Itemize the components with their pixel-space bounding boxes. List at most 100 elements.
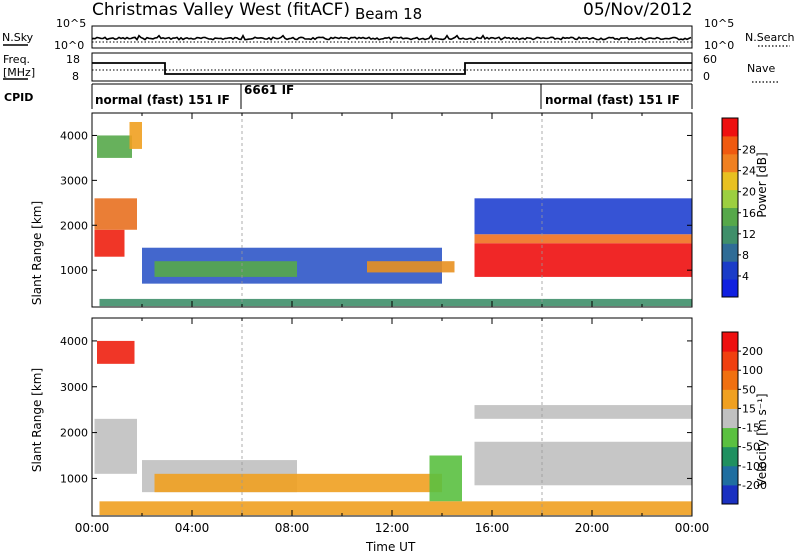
power-colorbar-swatch-7 — [722, 171, 738, 191]
x-tick-5: 16:00 — [475, 521, 510, 535]
velocity-colorbar-tick-1: 200 — [742, 345, 763, 358]
velocity-colorbar-swatch-8 — [722, 351, 738, 371]
velocity-colorbar: 200 100 50 15 -15 -50 -100 -200 — [721, 331, 767, 505]
power-colorbar-swatch-5 — [722, 207, 738, 226]
beam-label: Beam 18 — [355, 5, 422, 23]
noise-search-label: N.Search — [745, 31, 795, 44]
noise-ytick-top-right: 10^5 — [704, 17, 734, 30]
power-region-4 — [129, 121, 142, 149]
power-colorbar-tick-7: 28 — [742, 144, 756, 157]
velocity-colorbar-tick-7: -100 — [742, 460, 767, 473]
velocity-colorbar-tick-3: 50 — [742, 383, 756, 396]
freq-tick-top: 18 — [66, 53, 80, 66]
x-tick-1: 00:00 — [75, 521, 110, 535]
power-ytick-4: 4000 — [60, 129, 88, 142]
velocity-ytick-2: 2000 — [60, 427, 88, 440]
x-tick-2: 04:00 — [175, 521, 210, 535]
power-region-2 — [94, 198, 137, 230]
x-tick-3: 08:00 — [275, 521, 310, 535]
power-colorbar-swatch-6 — [722, 189, 738, 208]
velocity-colorbar-swatch-2 — [722, 465, 738, 486]
freq-tick-bottom: 8 — [72, 70, 79, 83]
velocity-colorbar-swatch-5 — [722, 408, 738, 429]
frequency-panel: Freq. [MHz] 18 8 60 0 Nave — [3, 52, 778, 83]
velocity-colorbar-tick-5: -15 — [742, 422, 760, 435]
nave-label: Nave — [747, 62, 775, 75]
noise-ytick-bottom: 10^0 — [54, 39, 84, 52]
cpid-row: CPID normal (fast) 151 IF 6661 IF normal… — [4, 83, 693, 109]
power-region-6 — [154, 261, 297, 277]
nave-tick-bottom: 0 — [703, 70, 710, 83]
frequency-series — [92, 62, 692, 75]
power-colorbar-tick-6: 24 — [742, 165, 756, 178]
power-region-3 — [97, 135, 132, 158]
power-colorbar: 4 8 12 16 20 24 28 — [721, 117, 756, 298]
x-tick-7: 00:00 — [675, 521, 710, 535]
freq-label: Freq. — [3, 53, 30, 66]
power-colorbar-label: Power [dB] — [755, 152, 769, 217]
velocity-colorbar-tick-4: 15 — [742, 402, 756, 415]
nave-tick-top: 60 — [703, 53, 717, 66]
freq-unit-label: [MHz] — [3, 66, 35, 79]
site-title: Christmas Valley West (fitACF) — [92, 0, 350, 20]
power-region-1 — [94, 229, 125, 257]
velocity-colorbar-swatch-7 — [722, 370, 738, 390]
power-colorbar-tick-3: 12 — [742, 228, 756, 241]
velocity-colorbar-tick-2: 100 — [742, 364, 763, 377]
x-axis-label: Time UT — [365, 540, 416, 554]
velocity-region-6 — [99, 501, 692, 516]
velocity-region-5 — [429, 455, 462, 502]
power-colorbar-swatch-9 — [722, 135, 738, 155]
velocity-ytick-3: 3000 — [60, 381, 88, 394]
power-region-8 — [99, 298, 692, 307]
velocity-region-8 — [474, 405, 692, 419]
x-tick-6: 20:00 — [575, 521, 610, 535]
date-label: 05/Nov/2012 — [583, 0, 693, 20]
power-colorbar-swatch-3 — [722, 243, 738, 262]
power-colorbar-swatch-4 — [722, 225, 738, 244]
noise-ytick-top: 10^5 — [56, 17, 86, 30]
noise-sky-series — [91, 33, 692, 41]
velocity-ytick-1: 1000 — [60, 472, 88, 485]
power-colorbar-swatch-10 — [722, 118, 738, 137]
power-panel: 1000 2000 3000 4000 — [60, 112, 693, 308]
power-ytick-3: 3000 — [60, 174, 88, 187]
velocity-colorbar-swatch-9 — [722, 332, 738, 352]
power-colorbar-tick-4: 16 — [742, 207, 756, 220]
velocity-region-4 — [154, 473, 442, 493]
velocity-region-1 — [94, 418, 137, 474]
velocity-colorbar-swatch-1 — [722, 484, 738, 505]
power-colorbar-swatch-2 — [722, 261, 738, 280]
power-ytick-1: 1000 — [60, 264, 88, 277]
velocity-colorbar-tick-8: -200 — [742, 479, 767, 492]
cpid-segment-3: normal (fast) 151 IF — [545, 93, 680, 107]
velocity-ytick-4: 4000 — [60, 335, 88, 348]
power-colorbar-tick-5: 20 — [742, 186, 756, 199]
power-colorbar-swatch-8 — [722, 153, 738, 173]
power-colorbar-tick-2: 8 — [742, 249, 749, 262]
velocity-colorbar-swatch-6 — [722, 389, 738, 409]
velocity-colorbar-label: Velocity [m s⁻¹] — [755, 393, 769, 486]
cpid-label: CPID — [4, 91, 33, 104]
cpid-segment-2: 6661 IF — [244, 83, 294, 97]
power-region-11 — [474, 198, 692, 235]
power-ylabel: Slant Range [km] — [30, 201, 44, 305]
noise-ytick-bottom-right: 10^0 — [704, 39, 734, 52]
x-tick-4: 12:00 — [375, 521, 410, 535]
velocity-panel: 1000 2000 3000 4000 00:00 04:00 08:00 12:00 16:0… — [60, 317, 710, 535]
power-colorbar-swatch-1 — [722, 279, 738, 298]
noise-panel: N.Sky 10^5 10^0 10^5 10^0 N.Search — [2, 17, 795, 52]
velocity-colorbar-swatch-3 — [722, 446, 738, 467]
power-colorbar-tick-1: 4 — [742, 270, 749, 283]
velocity-colorbar-swatch-4 — [722, 427, 738, 448]
velocity-ylabel: Slant Range [km] — [30, 368, 44, 472]
power-region-7 — [367, 261, 455, 273]
power-region-9 — [474, 243, 692, 277]
noise-sky-label: N.Sky — [2, 31, 34, 44]
power-region-10 — [474, 234, 692, 244]
power-ytick-2: 2000 — [60, 219, 88, 232]
velocity-region-7 — [474, 441, 692, 486]
velocity-colorbar-tick-6: -50 — [742, 441, 760, 454]
cpid-segment-1: normal (fast) 151 IF — [95, 93, 230, 107]
